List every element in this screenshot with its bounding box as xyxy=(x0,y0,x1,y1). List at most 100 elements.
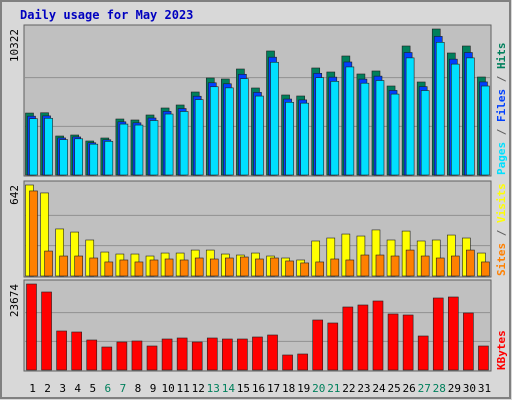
legend-separator: / xyxy=(495,122,508,142)
bar xyxy=(29,118,38,176)
legend-entry: Pages xyxy=(495,142,508,175)
x-tick-label: 30 xyxy=(463,382,476,395)
bar xyxy=(104,261,114,277)
bar xyxy=(390,93,400,176)
legend-entry: Sites xyxy=(495,243,508,276)
bar xyxy=(71,331,82,371)
bar xyxy=(435,257,445,277)
bar xyxy=(463,312,474,371)
bar xyxy=(161,338,173,371)
x-tick-label: 16 xyxy=(252,382,265,395)
bar xyxy=(270,257,279,277)
bar xyxy=(179,111,189,176)
y-tick-label: 23674 xyxy=(8,284,21,317)
bar xyxy=(405,249,415,277)
bar xyxy=(402,314,414,371)
bar xyxy=(237,338,248,371)
bar xyxy=(435,42,445,176)
bar xyxy=(74,138,83,176)
legend: Pages / Files / Hits xyxy=(495,43,508,176)
bar xyxy=(209,258,219,277)
bar xyxy=(330,81,340,176)
bar xyxy=(194,257,204,277)
bar xyxy=(209,86,219,176)
bar xyxy=(390,255,400,277)
legend: Sites / Visits xyxy=(495,183,508,276)
bar xyxy=(240,256,249,277)
bar xyxy=(191,341,203,371)
bar xyxy=(312,319,324,371)
x-tick-label: 1 xyxy=(29,382,36,395)
bar xyxy=(119,123,129,176)
bar xyxy=(101,346,113,371)
y-tick-label: 10322 xyxy=(8,29,21,62)
bar xyxy=(29,190,38,277)
bar xyxy=(59,255,68,277)
legend: KBytes xyxy=(495,330,508,370)
bar xyxy=(240,78,249,176)
bar xyxy=(315,261,325,277)
bar xyxy=(255,95,264,176)
bar xyxy=(451,63,460,176)
bar xyxy=(267,334,278,371)
y-tick-label: 642 xyxy=(8,185,21,205)
bar xyxy=(375,254,385,277)
bar xyxy=(342,306,354,371)
chart-title: Daily usage for May 2023 xyxy=(20,8,193,22)
x-tick-label: 21 xyxy=(327,382,340,395)
x-tick-label: 27 xyxy=(418,382,431,395)
x-tick-label: 7 xyxy=(120,382,127,395)
bar xyxy=(387,313,399,371)
x-tick-label: 18 xyxy=(282,382,295,395)
bar xyxy=(89,143,99,176)
bar xyxy=(26,283,37,371)
bar xyxy=(131,340,143,371)
bar xyxy=(375,80,385,176)
bar xyxy=(360,82,370,176)
bar xyxy=(149,259,159,277)
bar xyxy=(420,255,430,277)
x-tick-label: 25 xyxy=(387,382,400,395)
bar xyxy=(285,101,294,176)
bar xyxy=(104,141,114,176)
bar xyxy=(86,339,98,371)
x-tick-label: 17 xyxy=(267,382,280,395)
x-tick-label: 11 xyxy=(177,382,190,395)
bar xyxy=(59,139,68,176)
bar xyxy=(466,249,475,277)
bar xyxy=(448,296,459,371)
bar xyxy=(222,338,233,371)
x-tick-label: 28 xyxy=(433,382,446,395)
bar xyxy=(44,117,53,176)
bar xyxy=(327,322,339,371)
x-tick-label: 31 xyxy=(478,382,491,395)
bar xyxy=(176,337,188,371)
legend-separator: / xyxy=(495,223,508,243)
bar xyxy=(466,57,475,176)
legend-entry: Hits xyxy=(495,43,508,70)
x-tick-label: 26 xyxy=(403,382,416,395)
bar xyxy=(481,85,490,176)
bar xyxy=(56,330,67,371)
bar xyxy=(282,354,293,371)
legend-separator: / xyxy=(495,69,508,89)
x-tick-label: 23 xyxy=(357,382,370,395)
bar xyxy=(285,260,294,277)
x-tick-label: 24 xyxy=(372,382,386,395)
bar xyxy=(300,262,309,277)
x-tick-label: 13 xyxy=(207,382,220,395)
bar xyxy=(149,120,159,176)
bar xyxy=(252,336,263,371)
bar xyxy=(179,259,189,277)
x-tick-label: 19 xyxy=(297,382,310,395)
bar xyxy=(315,77,325,176)
bar xyxy=(478,345,489,371)
bar xyxy=(345,66,355,176)
bar xyxy=(44,250,53,277)
bar xyxy=(357,304,369,371)
bar xyxy=(146,345,158,371)
bar xyxy=(330,258,340,277)
bar xyxy=(164,258,174,277)
x-tick-label: 8 xyxy=(135,382,142,395)
